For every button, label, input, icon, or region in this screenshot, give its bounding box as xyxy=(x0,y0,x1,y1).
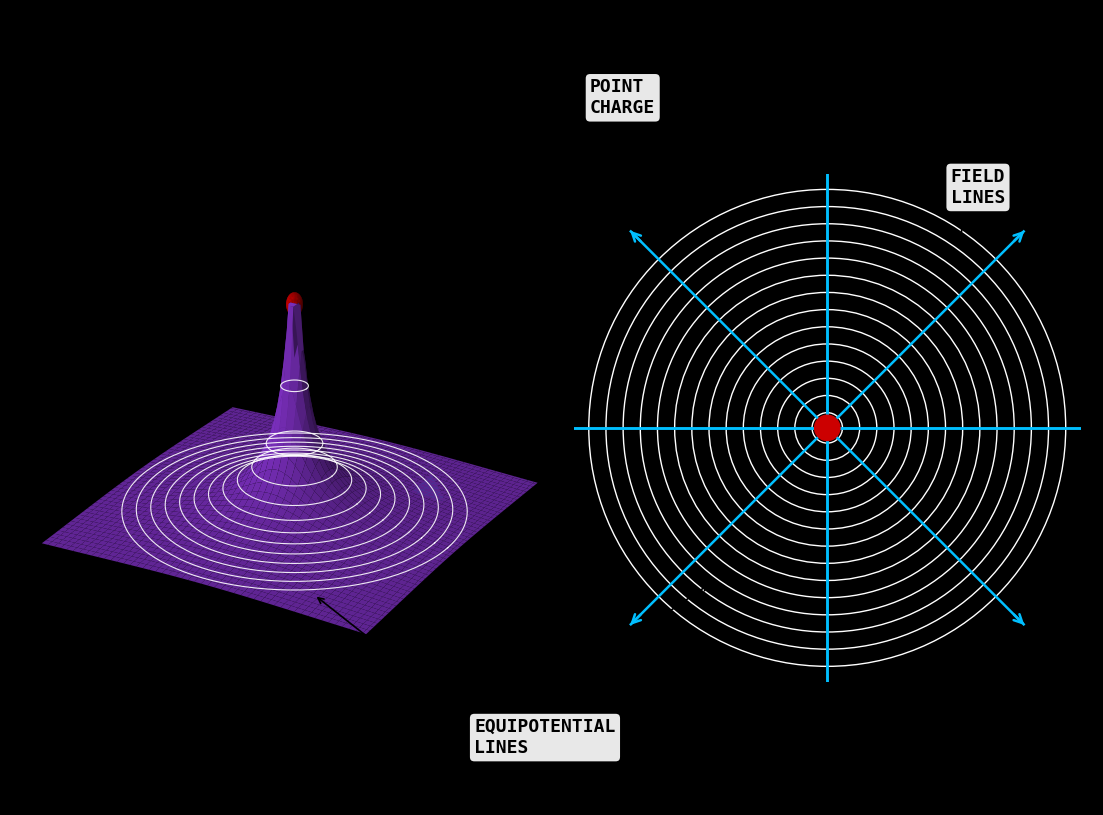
Circle shape xyxy=(814,415,840,441)
Text: FIELD
LINES: FIELD LINES xyxy=(951,168,1005,207)
Text: EQUIPOTENTIAL
LINES: EQUIPOTENTIAL LINES xyxy=(474,718,615,757)
Text: POINT
CHARGE: POINT CHARGE xyxy=(590,78,655,117)
